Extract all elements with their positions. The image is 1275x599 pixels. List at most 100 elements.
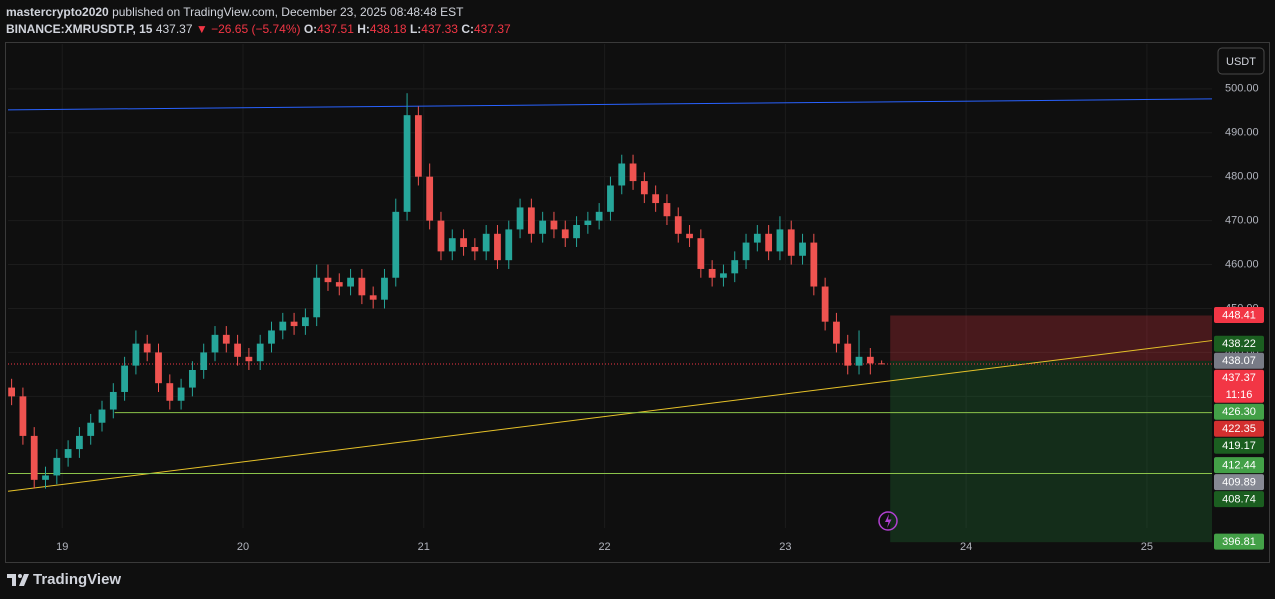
x-tick-label: 20	[237, 541, 249, 553]
candle-body	[76, 435, 83, 450]
y-tick-label: 480.00	[1225, 171, 1259, 183]
alert-icon[interactable]	[878, 511, 898, 531]
symbol-line: BINANCE:XMRUSDT.P, 15 437.37 ▼ −26.65 (−…	[6, 21, 511, 38]
y-tick-label: 500.00	[1225, 83, 1259, 95]
price-tag	[1214, 352, 1264, 369]
candle-body	[279, 321, 287, 331]
candle-body	[324, 277, 332, 283]
price-tag-label: 438.07	[1222, 355, 1256, 367]
candle-body	[200, 352, 208, 371]
price-tag-label: 448.41	[1222, 309, 1256, 321]
candle-body	[720, 273, 727, 278]
candle-body	[561, 229, 569, 239]
candle-body	[19, 396, 27, 436]
author[interactable]: mastercrypto2020	[6, 5, 109, 19]
candle-body	[674, 216, 682, 234]
header: mastercrypto2020 published on TradingVie…	[6, 4, 511, 38]
ohlc-value: 438.18	[369, 22, 407, 36]
ohlc-value: 437.37	[473, 22, 511, 36]
change: ▼ −26.65 (−5.74%)	[195, 22, 301, 36]
x-tick-label: 21	[418, 541, 430, 553]
candle-body	[833, 321, 840, 344]
candle-body	[256, 343, 264, 362]
candle-body	[787, 229, 795, 256]
candle-body	[742, 242, 750, 261]
price-tag-label: 396.81	[1222, 536, 1256, 548]
x-tick-label: 24	[960, 541, 972, 553]
candle-body	[42, 475, 49, 480]
candle-body	[290, 321, 298, 327]
candle-body	[629, 163, 637, 182]
price-tag	[1214, 403, 1264, 420]
candle-body	[550, 220, 558, 230]
candle-body	[652, 194, 660, 204]
candle-body	[607, 185, 614, 212]
ohlc-value: 437.33	[421, 22, 458, 36]
price-tag	[1214, 457, 1264, 474]
candle-body	[516, 207, 524, 230]
candle-body	[460, 238, 467, 247]
candle-body	[121, 365, 128, 392]
candle-body	[866, 356, 874, 364]
published: published on TradingView.com, December 2…	[112, 5, 464, 19]
candle-body	[810, 242, 818, 287]
price-tag	[1214, 335, 1264, 352]
candle-body	[189, 370, 196, 388]
price-tag	[1214, 420, 1264, 437]
trend-line	[7, 340, 1213, 492]
candle-body	[143, 343, 151, 353]
candle-body	[132, 343, 140, 366]
candle-body	[87, 422, 95, 436]
candle-body	[821, 286, 829, 322]
candle-body	[471, 246, 479, 252]
price-tag-label: 409.89	[1222, 477, 1256, 489]
candle-body	[448, 238, 456, 252]
target-zone	[890, 360, 1212, 543]
candle-body	[369, 295, 377, 300]
price-tag	[1214, 491, 1264, 508]
ohlc-label: H:	[357, 22, 370, 36]
candle-body	[335, 282, 343, 287]
alert-bolt	[885, 514, 892, 528]
candle-body	[392, 211, 400, 278]
candle-body	[234, 343, 241, 357]
candle-body	[301, 317, 309, 327]
y-tick-label: 470.00	[1225, 215, 1259, 227]
price-tag-label: 437.37	[1222, 372, 1256, 384]
candle-body	[245, 356, 253, 362]
candle-body	[347, 277, 354, 287]
candle-body	[8, 387, 16, 397]
price-tag-label: 438.22	[1222, 338, 1256, 350]
candle-body	[403, 115, 411, 212]
candle-body	[177, 387, 185, 401]
x-tick-label: 25	[1141, 541, 1153, 553]
candle-body	[640, 181, 648, 195]
price-tag	[1214, 437, 1264, 454]
stop-zone	[890, 315, 1212, 361]
currency-button[interactable]	[1217, 47, 1265, 75]
candle-body	[855, 356, 863, 366]
ohlc-label: C:	[461, 22, 474, 36]
candle-body	[663, 203, 671, 217]
candle-body	[381, 277, 388, 300]
brand-logo	[7, 574, 29, 586]
publish-line: mastercrypto2020 published on TradingVie…	[6, 4, 511, 21]
candle-body	[844, 343, 852, 366]
candle-body	[222, 334, 230, 344]
last-price: 437.37	[155, 22, 193, 36]
x-tick-label: 19	[56, 541, 68, 553]
candle-body	[494, 233, 501, 261]
candle-body	[595, 211, 603, 221]
price-tag-label: 422.35	[1222, 423, 1256, 435]
candle-body	[799, 242, 806, 256]
ohlc-label: O:	[303, 22, 318, 36]
candle-body	[211, 334, 219, 353]
ohlc-value: 437.51	[317, 22, 354, 36]
candle-body	[878, 363, 886, 365]
y-tick-label: 490.00	[1225, 127, 1259, 139]
candle-body	[731, 260, 739, 274]
candle-body	[539, 220, 547, 234]
candle-body	[505, 229, 513, 261]
price-tag	[1214, 533, 1264, 550]
